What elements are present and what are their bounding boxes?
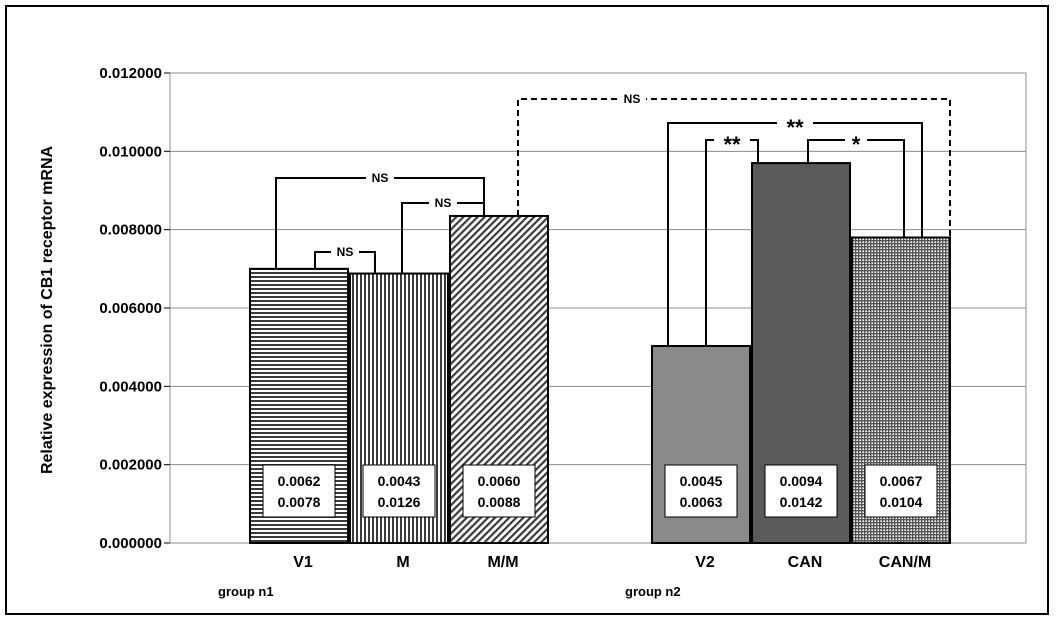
y-tick-label: 0.000000: [99, 535, 162, 552]
x-tick-label: M: [396, 554, 409, 571]
x-tick-label: V2: [695, 554, 715, 571]
value-box-line-1: 0.0094: [780, 473, 823, 489]
value-box: [764, 464, 838, 518]
significance-label: NS: [435, 196, 452, 210]
value-box: [462, 464, 536, 518]
x-tick-label: M/M: [487, 554, 518, 571]
value-box-line-2: 0.0088: [478, 494, 521, 510]
significance-label: NS: [337, 245, 354, 259]
value-box: [664, 464, 738, 518]
value-box-line-1: 0.0045: [680, 473, 723, 489]
significance-label-bg: [714, 132, 750, 148]
plot-area: 0.000000 0.002000 0.004000 0.006000 0.008000…: [99, 65, 1027, 599]
y-tick-label: 0.004000: [99, 378, 162, 395]
value-box-line-1: 0.0043: [378, 473, 421, 489]
value-box: [864, 464, 938, 518]
value-box: [362, 464, 436, 518]
x-tick-label: V1: [293, 554, 313, 571]
x-tick-label: CAN: [788, 554, 823, 571]
group-label: group n1: [218, 584, 274, 599]
y-tick-label: 0.012000: [99, 65, 162, 82]
significance-label-bg: [777, 115, 813, 131]
value-box-line-2: 0.0063: [680, 494, 723, 510]
y-tick-label: 0.008000: [99, 222, 162, 239]
significance-label-bg: [618, 91, 646, 107]
value-box-line-1: 0.0067: [880, 473, 923, 489]
value-box-line-1: 0.0062: [278, 473, 321, 489]
y-tick-label: 0.006000: [99, 300, 162, 317]
significance-label-bg: [331, 244, 359, 260]
significance-label: *: [852, 132, 861, 157]
value-box-line-2: 0.0104: [880, 494, 923, 510]
significance-label: **: [786, 115, 804, 140]
value-box-line-2: 0.0126: [378, 494, 421, 510]
y-axis-label: Relative expression of CB1 receptor mRNA: [39, 146, 56, 475]
significance-label: NS: [372, 171, 389, 185]
y-tick-label: 0.010000: [99, 143, 162, 160]
group-label: group n2: [625, 584, 681, 599]
significance-label-bg: [366, 170, 394, 186]
figure-frame: [5, 5, 1049, 615]
value-box: [262, 464, 336, 518]
significance-label: NS: [624, 92, 641, 106]
value-box-line-2: 0.0142: [780, 494, 823, 510]
significance-bracket-dashed: [517, 98, 951, 238]
x-tick-label: CAN/M: [879, 554, 931, 571]
value-box-line-2: 0.0078: [278, 494, 321, 510]
y-tick-label: 0.002000: [99, 457, 162, 474]
value-box-line-1: 0.0060: [478, 473, 521, 489]
significance-label-bg: [845, 132, 867, 148]
significance-label-bg: [429, 195, 457, 211]
significance-label: **: [723, 132, 741, 157]
